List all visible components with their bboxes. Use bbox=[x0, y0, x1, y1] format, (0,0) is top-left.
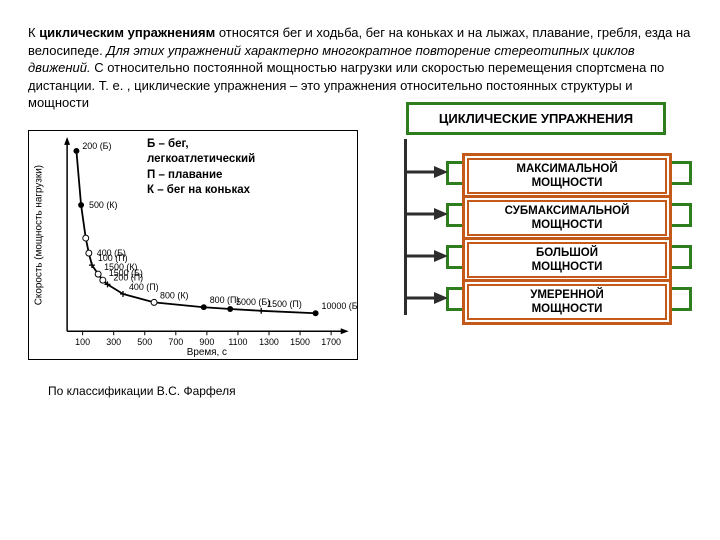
svg-text:500 (К): 500 (К) bbox=[89, 200, 117, 210]
category-box: БОЛЬШОЙМОЩНОСТИ bbox=[462, 237, 672, 284]
svg-text:1100: 1100 bbox=[228, 337, 247, 347]
svg-text:Время, с: Время, с bbox=[187, 347, 227, 358]
category-label: БОЛЬШОЙМОЩНОСТИ bbox=[467, 242, 667, 279]
svg-text:200 (П): 200 (П) bbox=[113, 272, 143, 282]
category-box: СУБМАКСИМАЛЬНОЙМОЩНОСТИ bbox=[462, 195, 672, 242]
svg-text:100: 100 bbox=[75, 337, 90, 347]
category-label: МАКСИМАЛЬНОЙМОЩНОСТИ bbox=[467, 158, 667, 195]
category-label: УМЕРЕННОЙМОЩНОСТИ bbox=[467, 284, 667, 321]
svg-text:300: 300 bbox=[106, 337, 121, 347]
svg-text:400 (П): 400 (П) bbox=[129, 282, 159, 292]
svg-text:700: 700 bbox=[168, 337, 183, 347]
svg-text:1500 (П): 1500 (П) bbox=[267, 299, 302, 309]
arrow-icon bbox=[404, 165, 448, 179]
svg-text:1700: 1700 bbox=[321, 337, 341, 347]
chart: 100 300 500 700 900 1100 1300 1500 1700 Время, с С… bbox=[28, 130, 358, 360]
diagram-title: ЦИКЛИЧЕСКИЕ УПРАЖНЕНИЯ bbox=[406, 102, 666, 135]
svg-text:500: 500 bbox=[137, 337, 152, 347]
chart-legend: Б – бег, легкоатлетический П – плавание … bbox=[147, 137, 255, 199]
svg-text:900: 900 bbox=[199, 337, 214, 347]
svg-text:1500: 1500 bbox=[290, 337, 310, 347]
category-box: МАКСИМАЛЬНОЙМОЩНОСТИ bbox=[462, 153, 672, 200]
arrow-icon bbox=[404, 291, 448, 305]
arrow-icon bbox=[404, 207, 448, 221]
svg-text:5000 (Б): 5000 (Б) bbox=[236, 297, 270, 307]
svg-text:Скорость (мощность нагрузки): Скорость (мощность нагрузки) bbox=[33, 165, 44, 305]
svg-text:1300: 1300 bbox=[259, 337, 279, 347]
svg-text:10000 (Б): 10000 (Б) bbox=[322, 301, 357, 311]
chart-caption: По классификации В.С. Фарфеля bbox=[28, 384, 358, 398]
category-box: УМЕРЕННОЙМОЩНОСТИ bbox=[462, 279, 672, 326]
category-diagram: ЦИКЛИЧЕСКИЕ УПРАЖНЕНИЯ МАКСИМАЛЬНОЙМОЩНО… bbox=[372, 102, 692, 327]
category-label: СУБМАКСИМАЛЬНОЙМОЩНОСТИ bbox=[467, 200, 667, 237]
svg-text:200 (Б): 200 (Б) bbox=[82, 141, 111, 151]
svg-text:800 (К): 800 (К) bbox=[160, 290, 188, 300]
arrow-icon bbox=[404, 249, 448, 263]
svg-text:800 (П): 800 (П) bbox=[210, 295, 240, 305]
intro-paragraph: К циклическим упражнениям относятся бег … bbox=[28, 24, 692, 112]
